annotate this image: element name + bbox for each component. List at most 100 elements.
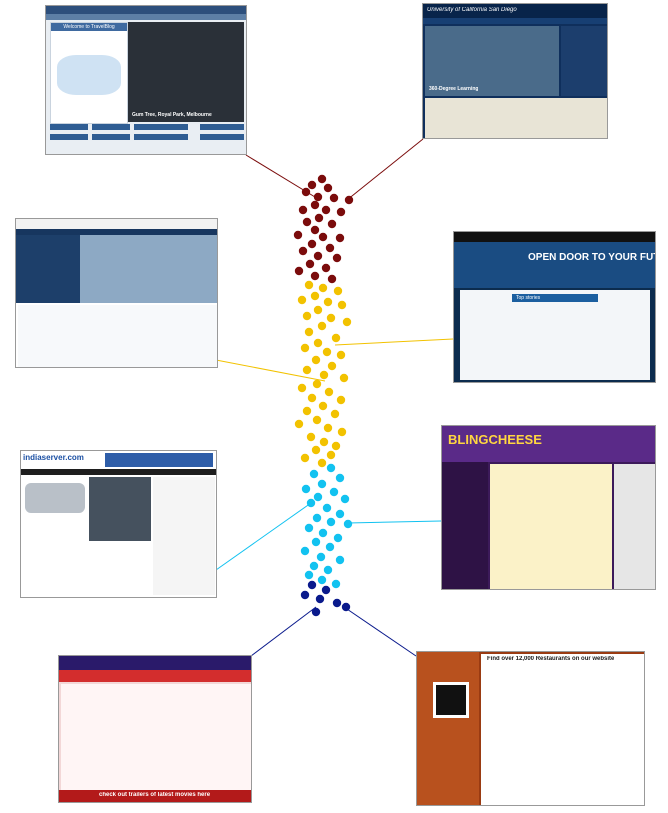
qr-code-icon — [433, 682, 469, 718]
dot-gold-13 — [331, 333, 341, 343]
cluster-dots — [293, 174, 354, 617]
hero-headline: OPEN DOOR TO YOUR FUTURE — [528, 252, 655, 263]
content-block — [425, 98, 607, 138]
dot-gold-30 — [330, 409, 340, 419]
dot-dark-red-21 — [313, 251, 323, 261]
btn-4 — [200, 124, 244, 130]
dot-dark-red-23 — [305, 259, 315, 269]
dot-gold-34 — [337, 427, 347, 437]
hero-caption: 360-Degree Learning — [429, 86, 479, 92]
thumbnail-blingcheese: BLINGCHEESE — [441, 425, 656, 590]
dot-dark-red-25 — [294, 266, 304, 276]
connector-cambria — [334, 338, 454, 346]
dot-dark-red-18 — [307, 239, 317, 249]
dot-gold-38 — [311, 445, 321, 455]
dot-cyan-21 — [335, 555, 345, 565]
dot-navy-0 — [307, 580, 317, 590]
dot-gold-27 — [336, 395, 346, 405]
connector-ucsd — [346, 138, 424, 201]
content-block — [18, 305, 217, 367]
banner — [59, 670, 251, 682]
dot-dark-red-16 — [318, 232, 328, 242]
hero-photo: Gum Tree, Royal Park, Melbourne — [128, 22, 244, 122]
dot-dark-red-6 — [344, 195, 354, 205]
dot-gold-24 — [297, 383, 307, 393]
connector-blingcheese — [347, 520, 442, 524]
dot-gold-16 — [322, 347, 332, 357]
dot-gold-2 — [333, 286, 343, 296]
dot-gold-9 — [326, 313, 336, 323]
dot-cyan-19 — [300, 546, 310, 556]
dot-cyan-25 — [317, 575, 327, 585]
site-title: University of California San Diego — [427, 7, 517, 13]
hero-banner: OPEN DOOR TO YOUR FUTURE — [454, 242, 655, 288]
dot-dark-red-20 — [298, 246, 308, 256]
btn-3 — [134, 124, 188, 130]
dot-gold-7 — [313, 305, 323, 315]
dot-cyan-16 — [333, 533, 343, 543]
dot-navy-2 — [300, 590, 310, 600]
dot-navy-1 — [321, 585, 331, 595]
dot-gold-6 — [337, 300, 347, 310]
dot-gold-36 — [319, 437, 329, 447]
dot-dark-red-9 — [321, 205, 331, 215]
dot-gold-4 — [297, 295, 307, 305]
hero-photo: 360-Degree Learning — [425, 26, 559, 96]
dot-gold-40 — [300, 453, 310, 463]
nav-bar — [46, 14, 246, 20]
dot-cyan-26 — [331, 579, 341, 589]
btn-8 — [200, 134, 244, 140]
dot-navy-6 — [311, 607, 321, 617]
dot-gold-8 — [302, 311, 312, 321]
dot-gold-28 — [318, 401, 328, 411]
dot-dark-red-12 — [302, 217, 312, 227]
headline: Find over 12,000 Restaurants on our webs… — [487, 656, 615, 662]
dot-gold-3 — [310, 291, 320, 301]
btn-5 — [50, 134, 88, 140]
nav-bar — [21, 469, 216, 475]
dot-cyan-0 — [326, 463, 336, 473]
welcome-panel: Welcome to TravelBlog — [50, 22, 128, 124]
site-logo: indiaserver.com — [23, 453, 84, 462]
dot-gold-18 — [311, 355, 321, 365]
thumbnail-travelblog: Welcome to TravelBlog Gum Tree, Royal Pa… — [45, 5, 247, 155]
thumbnail-restaurants: Find over 12,000 Restaurants on our webs… — [416, 651, 645, 806]
footer-text: check out trailers of latest movies here — [99, 792, 211, 798]
dot-cyan-7 — [340, 494, 350, 504]
car-image — [25, 483, 85, 513]
welcome-title: Welcome to TravelBlog — [51, 23, 127, 31]
dot-cyan-6 — [313, 492, 323, 502]
dot-gold-29 — [302, 406, 312, 416]
btn-1 — [50, 124, 88, 130]
dot-cyan-18 — [325, 542, 335, 552]
world-map-icon — [57, 55, 121, 95]
footer-banner: check out trailers of latest movies here — [59, 790, 251, 802]
site-header — [454, 232, 655, 242]
thumbnail-ucsd: University of California San Diego 360-D… — [422, 3, 608, 139]
dot-cyan-15 — [318, 528, 328, 538]
right-ads — [614, 464, 655, 589]
dot-cyan-13 — [343, 519, 353, 529]
top-stories-header: Top stories — [512, 294, 598, 302]
sidebar — [561, 26, 607, 96]
dot-dark-red-4 — [313, 192, 323, 202]
site-logo: BLINGCHEESE — [448, 432, 542, 447]
dot-cyan-2 — [335, 473, 345, 483]
dot-cyan-14 — [304, 523, 314, 533]
dot-gold-26 — [307, 393, 317, 403]
dot-dark-red-13 — [327, 219, 337, 229]
feature-image — [89, 477, 151, 541]
action-buttons — [50, 124, 244, 148]
dot-gold-22 — [339, 373, 349, 383]
connector-filmywap — [250, 606, 317, 657]
sidebar — [16, 235, 80, 303]
dot-cyan-17 — [311, 537, 321, 547]
photo-caption: Gum Tree, Royal Park, Melbourne — [132, 112, 212, 118]
dot-gold-12 — [304, 327, 314, 337]
dot-dark-red-10 — [336, 207, 346, 217]
site-header — [16, 219, 217, 229]
dot-gold-15 — [300, 343, 310, 353]
dot-gold-39 — [326, 450, 336, 460]
